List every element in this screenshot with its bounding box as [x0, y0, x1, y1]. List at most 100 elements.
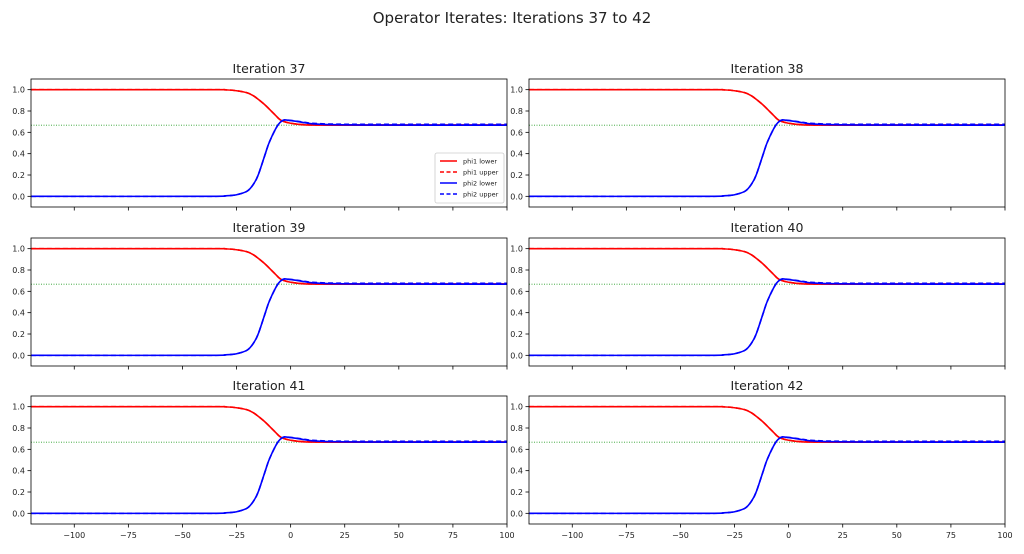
x-tick-label: 100 — [997, 531, 1012, 540]
series-line-phi1-lower — [31, 247, 507, 285]
x-tick-label: 100 — [499, 531, 514, 540]
panel-5: Iteration 41 0.0 0.2 0.4 0.6 0.8 1.0 −100 −75 −50… — [12, 378, 514, 540]
y-tick-label: 0.0 — [12, 351, 25, 360]
y-tick-label: 0.6 — [12, 287, 25, 296]
x-tick-label: −75 — [618, 531, 635, 540]
y-tick-label: 0.4 — [510, 150, 523, 159]
y-tick-label: 0.8 — [510, 107, 523, 116]
legend-box — [434, 152, 505, 204]
series-line-phi1-upper — [529, 405, 1005, 443]
series-line-phi1-upper — [31, 247, 507, 285]
y-tick-label: 0.4 — [12, 309, 25, 318]
x-tick-label: 25 — [838, 531, 848, 540]
y-tick-label: 0.6 — [510, 128, 523, 137]
axes-frame — [528, 78, 1006, 208]
series-line-phi2-upper — [31, 278, 507, 357]
y-tick-label: 0.6 — [510, 287, 523, 296]
series-line-phi1-lower — [31, 88, 507, 126]
series-line-phi2-lower — [529, 278, 1005, 357]
axes-frame — [30, 395, 508, 525]
y-tick-label: 0.4 — [12, 467, 25, 476]
x-tick-label: 50 — [892, 531, 902, 540]
series-line-phi2-lower — [529, 436, 1005, 515]
x-tick-label: −25 — [726, 531, 743, 540]
y-tick-label: 0.2 — [510, 171, 523, 180]
legend-label: phi1 lower — [463, 158, 497, 166]
series-line-phi2-lower — [529, 119, 1005, 198]
legend-label: phi1 upper — [463, 169, 499, 177]
y-tick-label: 1.0 — [12, 245, 25, 254]
y-tick-label: 0.2 — [12, 488, 25, 497]
y-tick-label: 0.0 — [510, 351, 523, 360]
panel-title: Iteration 39 — [233, 220, 306, 235]
x-tick-label: 0 — [786, 531, 791, 540]
series-line-phi1-upper — [529, 247, 1005, 285]
x-tick-label: −25 — [228, 531, 245, 540]
y-tick-label: 0.4 — [510, 467, 523, 476]
y-tick-label: 0.6 — [510, 445, 523, 454]
y-tick-label: 0.0 — [510, 509, 523, 518]
y-tick-label: 0.2 — [510, 488, 523, 497]
y-tick-label: 1.0 — [12, 403, 25, 412]
axes-frame — [528, 395, 1006, 525]
legend-label: phi2 upper — [463, 191, 499, 199]
y-tick-label: 0.2 — [12, 330, 25, 339]
series-line-phi2-upper — [31, 436, 507, 515]
y-tick-label: 0.0 — [12, 509, 25, 518]
axes-frame — [30, 78, 508, 208]
panel-title: Iteration 37 — [233, 61, 306, 76]
series-line-phi2-lower — [31, 278, 507, 357]
series-line-phi1-upper — [31, 405, 507, 443]
y-tick-label: 0.0 — [12, 192, 25, 201]
legend-label: phi2 lower — [463, 180, 497, 188]
x-tick-label: −100 — [63, 531, 85, 540]
y-tick-label: 0.4 — [12, 150, 25, 159]
y-tick-label: 0.2 — [12, 171, 25, 180]
series-line-phi2-upper — [529, 278, 1005, 357]
x-tick-label: 75 — [946, 531, 956, 540]
panel-1: Iteration 37 0.0 0.2 0.4 0.6 0.8 1.0 phi1 lower… — [12, 61, 508, 211]
panel-title: Iteration 41 — [233, 378, 306, 393]
y-tick-label: 0.8 — [12, 266, 25, 275]
y-tick-label: 1.0 — [510, 403, 523, 412]
x-tick-label: −50 — [174, 531, 191, 540]
y-tick-label: 1.0 — [510, 86, 523, 95]
series-line-phi1-lower — [529, 88, 1005, 126]
series-line-phi1-lower — [529, 247, 1005, 285]
x-tick-label: −75 — [120, 531, 137, 540]
x-tick-label: 75 — [448, 531, 458, 540]
panel-6: Iteration 42 0.0 0.2 0.4 0.6 0.8 1.0 −100 −75 −50… — [510, 378, 1012, 540]
series-line-phi1-lower — [31, 405, 507, 443]
y-tick-label: 0.0 — [510, 192, 523, 201]
y-tick-label: 0.4 — [510, 309, 523, 318]
x-tick-label: 0 — [288, 531, 293, 540]
series-line-phi1-upper — [31, 88, 507, 126]
figure-title: Operator Iterates: Iterations 37 to 42 — [373, 9, 652, 27]
panel-3: Iteration 39 0.0 0.2 0.4 0.6 0.8 1.0 — [12, 220, 508, 370]
y-tick-label: 0.6 — [12, 128, 25, 137]
series-line-phi1-upper — [529, 88, 1005, 126]
legend: phi1 lower phi1 upper phi2 lower phi2 upper — [434, 152, 505, 204]
axes-frame — [30, 237, 508, 367]
y-tick-label: 0.6 — [12, 445, 25, 454]
x-tick-label: 50 — [394, 531, 404, 540]
panel-title: Iteration 38 — [731, 61, 804, 76]
series-line-phi2-lower — [31, 436, 507, 515]
y-tick-label: 0.8 — [12, 424, 25, 433]
series-line-phi2-upper — [529, 119, 1005, 198]
x-tick-label: −100 — [561, 531, 583, 540]
y-tick-label: 0.8 — [12, 107, 25, 116]
y-tick-label: 0.8 — [510, 266, 523, 275]
y-tick-label: 1.0 — [510, 245, 523, 254]
series-line-phi1-lower — [529, 405, 1005, 443]
panel-title: Iteration 40 — [731, 220, 804, 235]
y-tick-label: 0.8 — [510, 424, 523, 433]
x-tick-label: −50 — [672, 531, 689, 540]
panel-4: Iteration 40 0.0 0.2 0.4 0.6 0.8 1.0 — [510, 220, 1006, 370]
series-line-phi2-upper — [529, 436, 1005, 515]
axes-frame — [528, 237, 1006, 367]
panel-title: Iteration 42 — [731, 378, 804, 393]
series-line-phi2-upper — [31, 119, 507, 198]
y-tick-label: 1.0 — [12, 86, 25, 95]
